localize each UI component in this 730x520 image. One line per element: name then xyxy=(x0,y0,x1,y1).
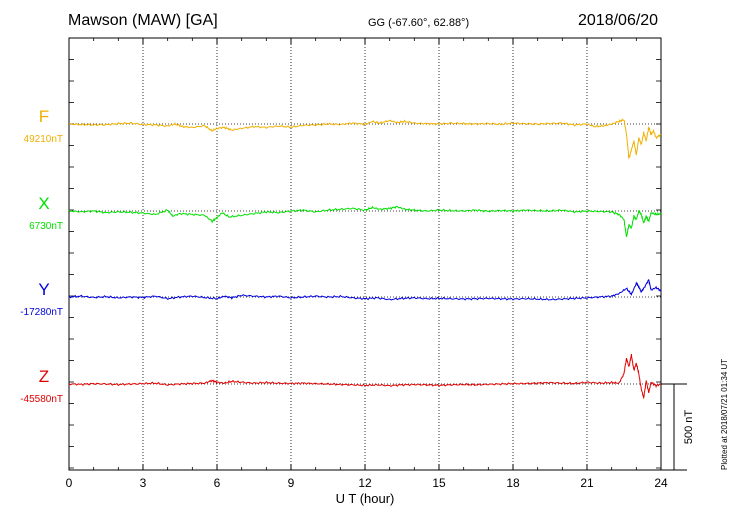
baseline-label-z: -45580nT xyxy=(20,394,63,405)
series-name-y: Y xyxy=(38,280,49,299)
x-tick-label: 24 xyxy=(654,476,668,490)
baseline-label-y: -17280nT xyxy=(20,307,63,318)
x-tick-label: 6 xyxy=(214,476,221,490)
geographic-coordinates: GG (-67.60°, 62.88°) xyxy=(368,17,470,29)
trace-y xyxy=(68,278,662,301)
series-name-z: Z xyxy=(39,367,49,386)
baseline-label-f: 49210nT xyxy=(24,134,63,145)
x-axis-label: U T (hour) xyxy=(336,491,395,506)
chart-date: 2018/06/20 xyxy=(578,12,659,29)
x-tick-label: 0 xyxy=(66,476,73,490)
station-title: Mawson (MAW) [GA] xyxy=(68,12,218,29)
x-tick-label: 15 xyxy=(432,476,446,490)
series-name-x: X xyxy=(38,194,49,213)
x-tick-label: 3 xyxy=(140,476,147,490)
trace-z xyxy=(68,353,662,400)
baseline-label-x: 6730nT xyxy=(29,221,63,232)
series-name-f: F xyxy=(39,107,49,126)
x-tick-label: 12 xyxy=(358,476,372,490)
x-tick-label: 21 xyxy=(580,476,594,490)
trace-f xyxy=(68,118,662,160)
trace-x xyxy=(68,205,662,238)
scale-bar-label: 500 nT xyxy=(683,410,695,445)
x-tick-label: 18 xyxy=(506,476,520,490)
x-tick-label: 9 xyxy=(288,476,295,490)
